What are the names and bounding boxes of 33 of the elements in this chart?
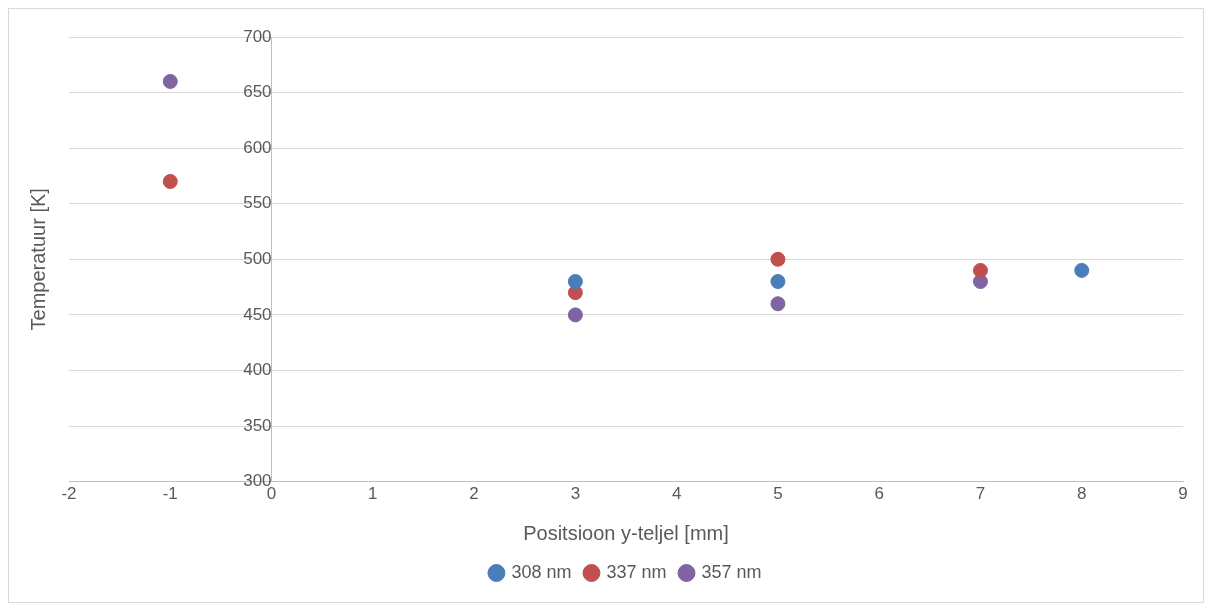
x-tick-label: 2 — [469, 484, 479, 504]
y-tick-label: 600 — [243, 137, 272, 157]
y-tick-label: 350 — [243, 415, 272, 435]
y-tick-label: 400 — [243, 360, 272, 380]
x-tick-label: 7 — [975, 484, 986, 504]
point — [567, 307, 583, 323]
x-tick-label: 9 — [1178, 484, 1188, 504]
y-tick-label: 700 — [243, 26, 272, 46]
y-tick-label: 650 — [243, 82, 272, 102]
x-tick-label: 1 — [368, 484, 378, 504]
x-tick-label: 6 — [874, 484, 884, 504]
x-tick-label: -1 — [162, 484, 178, 504]
point — [770, 296, 786, 312]
point — [972, 262, 988, 278]
x-tick-label: 5 — [773, 484, 783, 504]
legend-label: 357 nm — [701, 561, 762, 582]
x-tick-label: 4 — [671, 484, 682, 504]
point — [162, 73, 178, 89]
y-axis-title: Temperatuur [K] — [26, 188, 49, 331]
point — [567, 274, 583, 290]
point — [1074, 262, 1090, 278]
x-tick-label: 8 — [1076, 484, 1087, 504]
point — [770, 274, 786, 290]
y-tick-label: 450 — [243, 304, 272, 324]
legend-label: 308 nm — [511, 561, 572, 582]
x-tick-label: -2 — [61, 484, 77, 504]
x-tick-label: 3 — [570, 484, 581, 504]
point — [162, 174, 178, 189]
y-tick-label: 500 — [243, 248, 272, 268]
y-tick-label: 550 — [243, 193, 272, 213]
x-axis-title: Positsioon y-teljel [mm] — [523, 521, 729, 544]
point — [770, 251, 786, 267]
legend-label: 337 nm — [606, 561, 667, 582]
